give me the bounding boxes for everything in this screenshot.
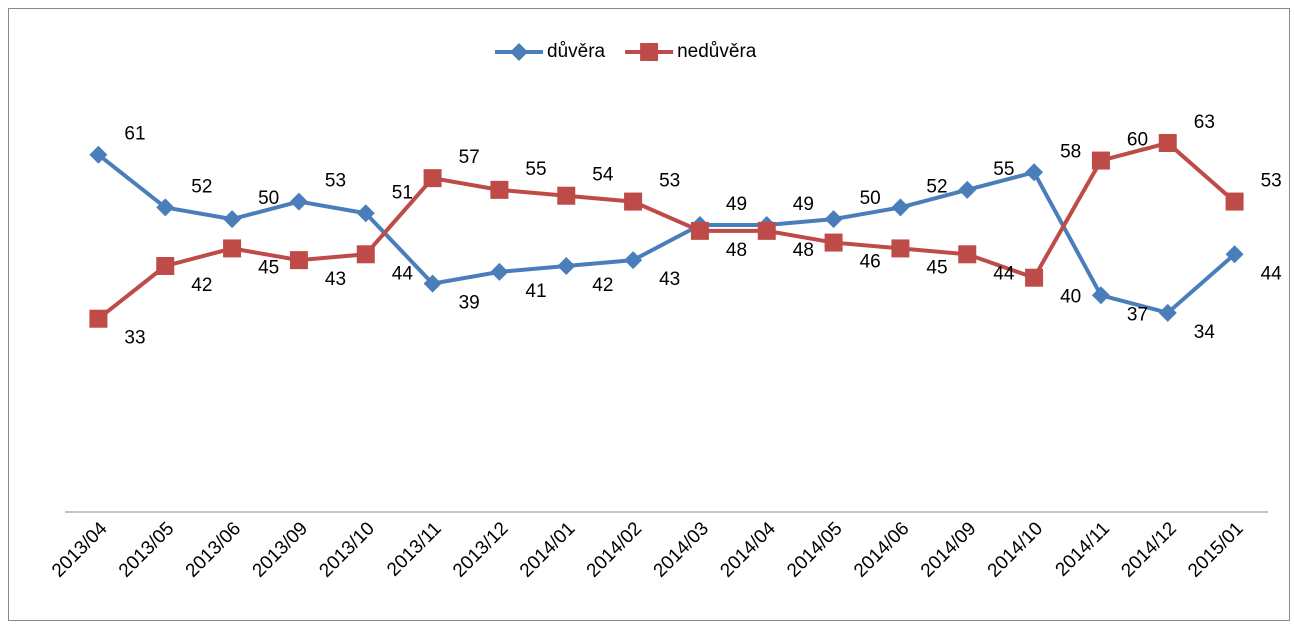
series-line <box>97 140 1236 321</box>
data-label: 46 <box>860 252 881 273</box>
data-label: 44 <box>1261 263 1283 284</box>
data-label: 53 <box>659 171 680 192</box>
data-label: 57 <box>459 147 480 168</box>
data-label: 53 <box>1261 171 1282 192</box>
marker <box>557 186 576 205</box>
marker <box>356 245 375 264</box>
data-label: 39 <box>459 293 480 314</box>
marker <box>423 274 442 293</box>
data-label: 34 <box>1194 322 1216 343</box>
marker <box>824 233 843 252</box>
marker <box>289 251 308 270</box>
data-label: 58 <box>1060 141 1081 162</box>
marker <box>624 192 643 211</box>
data-label: 43 <box>659 269 680 290</box>
data-label: 61 <box>124 124 145 145</box>
marker <box>1091 286 1110 305</box>
marker <box>89 145 108 164</box>
data-label: 44 <box>392 263 414 284</box>
marker <box>423 169 442 188</box>
series-line <box>97 153 1236 316</box>
legend-label: důvěra <box>547 41 606 62</box>
data-label: 51 <box>392 182 413 203</box>
data-label: 41 <box>525 281 546 302</box>
data-label: 52 <box>191 176 212 197</box>
marker <box>1158 303 1177 322</box>
data-label: 49 <box>793 194 814 215</box>
data-label: 44 <box>993 263 1015 284</box>
data-label: 50 <box>258 188 279 209</box>
marker <box>1025 163 1044 182</box>
marker <box>490 180 509 199</box>
data-label: 40 <box>1060 287 1081 308</box>
data-label: 42 <box>592 275 613 296</box>
legend-label: nedůvěra <box>677 41 757 62</box>
data-label: 60 <box>1127 130 1148 151</box>
data-label: 45 <box>258 257 279 278</box>
marker <box>690 221 709 240</box>
marker <box>156 257 175 275</box>
data-label: 48 <box>726 240 747 261</box>
data-label: 42 <box>191 275 212 296</box>
marker <box>557 257 576 275</box>
data-label: 54 <box>592 165 614 186</box>
marker <box>891 239 910 258</box>
marker <box>640 43 659 61</box>
marker <box>1225 192 1244 211</box>
marker <box>891 198 910 217</box>
data-label: 55 <box>525 159 546 180</box>
data-label: 50 <box>860 188 881 209</box>
chart-frame <box>8 8 1290 621</box>
marker <box>1025 268 1044 287</box>
data-label: 43 <box>325 269 346 290</box>
marker <box>490 262 509 281</box>
marker <box>1158 134 1177 152</box>
data-label: 52 <box>926 176 947 197</box>
marker <box>757 221 776 240</box>
marker <box>824 210 843 229</box>
data-label: 37 <box>1127 304 1148 325</box>
marker <box>156 198 175 217</box>
marker <box>1091 151 1110 170</box>
marker <box>1225 245 1244 264</box>
marker <box>356 204 375 223</box>
data-label: 33 <box>124 328 145 349</box>
data-label: 48 <box>793 240 814 261</box>
data-label: 49 <box>726 194 747 215</box>
data-label: 63 <box>1194 112 1215 133</box>
data-label: 53 <box>325 171 346 192</box>
marker <box>223 239 242 258</box>
marker <box>958 180 977 199</box>
marker <box>510 43 528 61</box>
marker <box>289 192 308 211</box>
data-label: 55 <box>993 159 1014 180</box>
marker <box>223 210 242 229</box>
marker <box>624 251 643 270</box>
marker <box>89 309 108 328</box>
marker <box>958 245 977 264</box>
data-label: 45 <box>926 257 947 278</box>
